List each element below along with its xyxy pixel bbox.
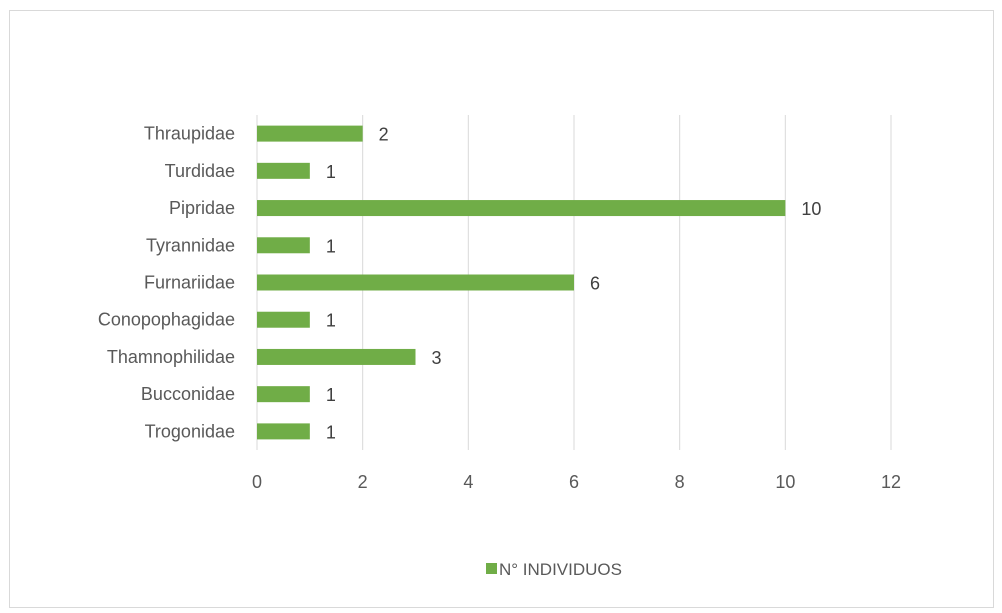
category-labels: Thraupidae Turdidae Pipridae Tyrannidae Furn… (98, 124, 235, 442)
category-label: Thraupidae (144, 124, 235, 144)
category-label: Turdidae (165, 161, 235, 181)
legend: N° INDIVIDUOS (486, 560, 622, 579)
category-label: Conopophagidae (98, 310, 235, 330)
data-label: 1 (326, 236, 336, 256)
bar-thamnophilidae (257, 348, 416, 365)
x-tick-label: 10 (775, 472, 795, 492)
data-label: 1 (326, 422, 336, 442)
data-label: 1 (326, 162, 336, 182)
category-label: Trogonidae (145, 421, 235, 441)
data-label: 1 (326, 311, 336, 331)
bar-tyrannidae (257, 237, 310, 254)
bars (257, 125, 786, 440)
x-tick-label: 8 (675, 472, 685, 492)
x-tick-label: 12 (881, 472, 901, 492)
data-label: 1 (326, 385, 336, 405)
data-label: 2 (379, 125, 389, 145)
bar-thraupidae (257, 125, 363, 142)
legend-swatch (486, 563, 497, 574)
bar-turdidae (257, 162, 310, 179)
data-label: 3 (432, 348, 442, 368)
x-tick-label: 0 (252, 472, 262, 492)
data-label: 6 (590, 274, 600, 294)
bar-bucconidae (257, 386, 310, 403)
category-label: Thamnophilidae (107, 347, 235, 367)
data-labels: 2 1 10 1 6 1 3 1 1 (326, 125, 822, 443)
category-label: Bucconidae (141, 384, 235, 404)
category-label: Furnariidae (144, 273, 235, 293)
category-label: Tyrannidae (146, 235, 235, 255)
data-label: 10 (801, 199, 821, 219)
x-tick-label: 4 (463, 472, 473, 492)
chart-frame (9, 10, 994, 608)
bar-furnariidae (257, 274, 574, 291)
x-tick-label: 6 (569, 472, 579, 492)
category-label: Pipridae (169, 198, 235, 218)
bar-pipridae (257, 200, 786, 217)
x-axis-tick-labels: 0 2 4 6 8 10 12 (252, 472, 901, 492)
x-tick-label: 2 (358, 472, 368, 492)
bar-conopophagidae (257, 311, 310, 328)
legend-label: N° INDIVIDUOS (499, 560, 622, 579)
bar-trogonidae (257, 423, 310, 440)
